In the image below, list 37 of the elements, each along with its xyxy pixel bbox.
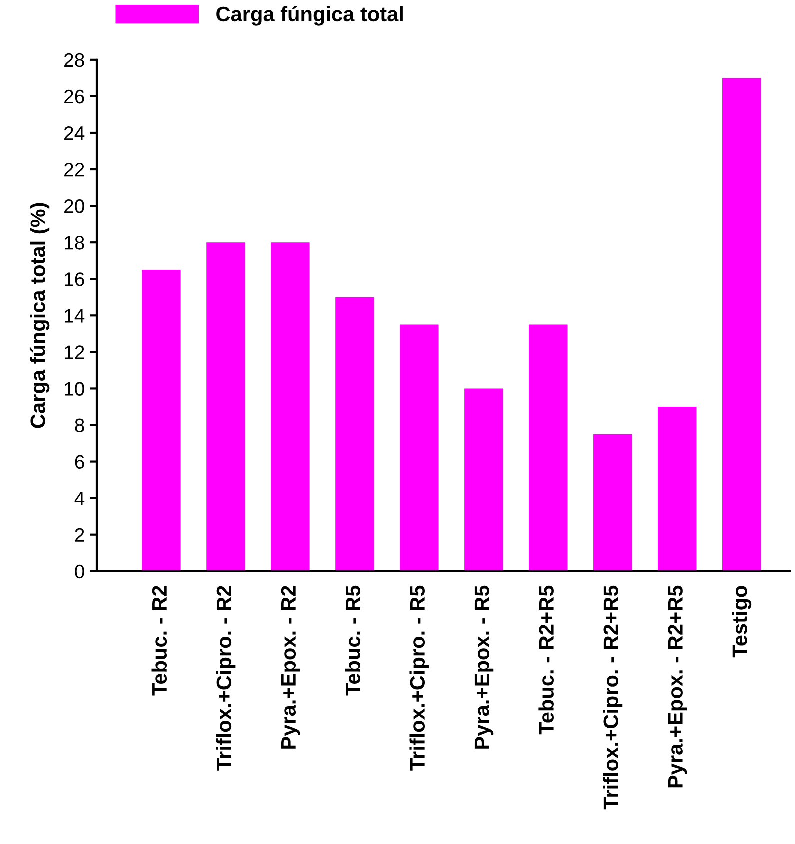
legend-label: Carga fúngica total bbox=[216, 6, 403, 26]
y-tick-label: 26 bbox=[64, 90, 84, 104]
x-tick-label: Pyra.+Epox. - R5 bbox=[474, 586, 494, 749]
y-tick-label: 28 bbox=[64, 53, 84, 68]
y-tick-label: 18 bbox=[65, 236, 84, 250]
x-tick-label: Pyra.+Epox. - R2+R5 bbox=[668, 586, 688, 788]
y-axis-title: Carga fúngica total (%) bbox=[30, 203, 50, 428]
x-tick-label: Triflox.+Cipro. - R2 bbox=[216, 586, 236, 771]
bar bbox=[594, 434, 632, 572]
bar bbox=[529, 324, 568, 572]
y-tick-label: 0 bbox=[75, 564, 84, 579]
y-tick-label: 2 bbox=[75, 528, 84, 542]
y-tick-label: 16 bbox=[65, 272, 84, 286]
x-tick-label: Tebuc. - R2 bbox=[152, 586, 168, 696]
bar bbox=[142, 270, 181, 572]
x-tick-label: Triflox.+Cipro. - R5 bbox=[410, 586, 430, 771]
bar bbox=[206, 242, 246, 572]
y-tick-label: 4 bbox=[74, 492, 85, 506]
y-tick-label: 10 bbox=[65, 382, 84, 396]
x-tick-label: Tebuc. - R2+R5 bbox=[538, 586, 554, 735]
x-tick-label: Triflox.+Cipro. - R2+R5 bbox=[603, 586, 623, 810]
y-tick-label: 14 bbox=[65, 309, 85, 323]
bar bbox=[271, 242, 310, 572]
bar bbox=[658, 406, 697, 572]
y-tick-label: 24 bbox=[64, 126, 85, 140]
x-tick-label: Testigo bbox=[732, 586, 752, 658]
y-tick-label: 12 bbox=[65, 346, 84, 360]
y-tick-label: 6 bbox=[75, 455, 84, 470]
bar bbox=[722, 78, 762, 572]
bar bbox=[400, 324, 439, 572]
y-tick-label: 22 bbox=[64, 162, 84, 177]
y-tick-label: 20 bbox=[64, 200, 84, 214]
bar bbox=[464, 388, 504, 572]
x-tick-label: Pyra.+Epox. - R2 bbox=[281, 586, 300, 749]
bar bbox=[336, 297, 374, 572]
x-tick-label: Tebuc. - R5 bbox=[345, 586, 361, 696]
y-tick-label: 8 bbox=[75, 418, 84, 432]
